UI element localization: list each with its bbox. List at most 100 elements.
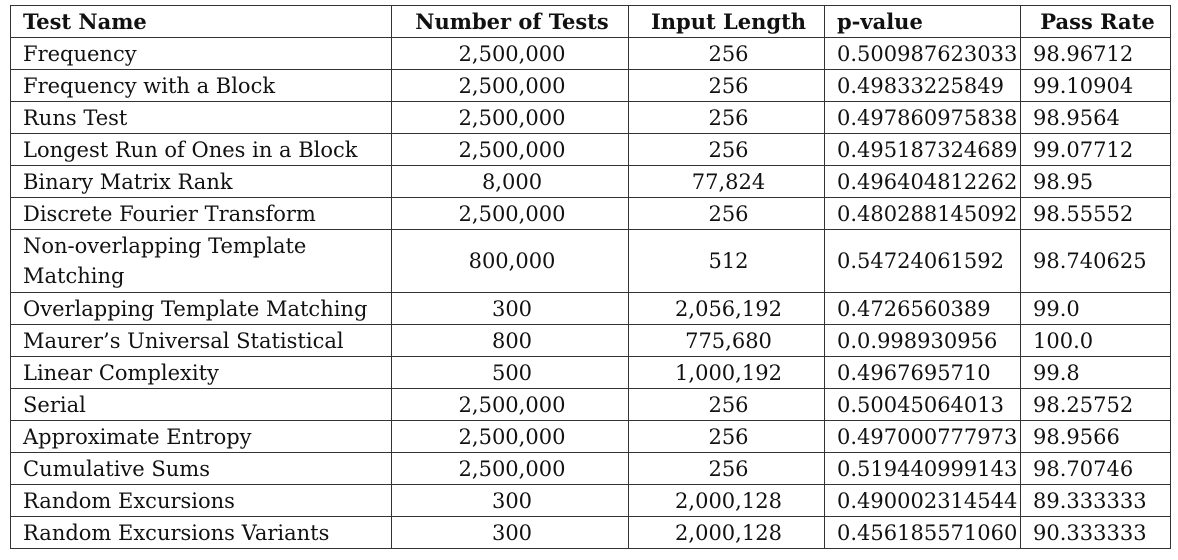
cell-number-of-tests: 800 [391,324,629,357]
cell-number-of-tests: 2,500,000 [391,101,629,134]
cell-input-length: 256 [628,420,825,453]
table-header: Test Name Number of Tests Input Length p… [10,5,1171,38]
header-pass-rate: Pass Rate [1020,5,1171,38]
header-p-value: p-value [824,5,1021,38]
cell-pass-rate: 99.10904 [1020,69,1171,102]
cell-p-value: 0.500987623033 [824,37,1021,70]
cell-test-name: Serial [10,388,392,421]
table-body: Frequency 2,500,000 256 0.500987623033 9… [10,37,1171,549]
cell-input-length: 256 [628,69,825,102]
cell-test-name: Random Excursions [10,484,392,517]
cell-test-name: Frequency with a Block [10,69,392,102]
cell-input-length: 2,056,192 [628,292,825,325]
cell-input-length: 512 [628,229,825,293]
cell-test-name: Maurer’s Universal Statistical [10,324,392,357]
cell-number-of-tests: 500 [391,356,629,389]
cell-test-name: Approximate Entropy [10,420,392,453]
cell-pass-rate: 99.8 [1020,356,1171,389]
cell-pass-rate: 98.95 [1020,165,1171,198]
header-number-of-tests: Number of Tests [391,5,629,38]
cell-p-value: 0.0.998930956 [824,324,1021,357]
table-row: Maurer’s Universal Statistical 800 775,6… [10,324,1171,357]
cell-number-of-tests: 800,000 [391,229,629,293]
cell-input-length: 1,000,192 [628,356,825,389]
cell-number-of-tests: 300 [391,516,629,549]
header-input-length: Input Length [628,5,825,38]
cell-pass-rate: 99.07712 [1020,133,1171,166]
table-row: Cumulative Sums 2,500,000 256 0.51944099… [10,452,1171,485]
cell-test-name: Frequency [10,37,392,70]
table-row: Overlapping Template Matching 300 2,056,… [10,292,1171,325]
cell-p-value: 0.54724061592 [824,229,1021,293]
cell-p-value: 0.480288145092 [824,197,1021,230]
table-row: Discrete Fourier Transform 2,500,000 256… [10,197,1171,230]
cell-p-value: 0.49833225849 [824,69,1021,102]
cell-p-value: 0.4726560389 [824,292,1021,325]
cell-p-value: 0.496404812262 [824,165,1021,198]
cell-input-length: 2,000,128 [628,484,825,517]
cell-pass-rate: 89.333333 [1020,484,1171,517]
table-row: Linear Complexity 500 1,000,192 0.496769… [10,356,1171,389]
cell-input-length: 256 [628,133,825,166]
cell-input-length: 256 [628,37,825,70]
table-row: Non-overlapping Template Matching 800,00… [10,229,1171,293]
cell-p-value: 0.519440999143 [824,452,1021,485]
cell-test-name: Linear Complexity [10,356,392,389]
header-test-name: Test Name [10,5,392,38]
cell-test-name: Cumulative Sums [10,452,392,485]
table-row: Longest Run of Ones in a Block 2,500,000… [10,133,1171,166]
cell-test-name: Longest Run of Ones in a Block [10,133,392,166]
cell-input-length: 256 [628,101,825,134]
cell-input-length: 256 [628,197,825,230]
cell-pass-rate: 98.9566 [1020,420,1171,453]
table-row: Runs Test 2,500,000 256 0.497860975838 9… [10,101,1171,134]
cell-pass-rate: 98.25752 [1020,388,1171,421]
cell-pass-rate: 98.96712 [1020,37,1171,70]
cell-pass-rate: 99.0 [1020,292,1171,325]
cell-pass-rate: 100.0 [1020,324,1171,357]
cell-input-length: 2,000,128 [628,516,825,549]
cell-number-of-tests: 2,500,000 [391,133,629,166]
cell-test-name: Non-overlapping Template Matching [10,229,392,293]
table-row: Binary Matrix Rank 8,000 77,824 0.496404… [10,165,1171,198]
table-row: Frequency 2,500,000 256 0.500987623033 9… [10,37,1171,70]
cell-number-of-tests: 2,500,000 [391,69,629,102]
cell-p-value: 0.497860975838 [824,101,1021,134]
cell-pass-rate: 98.55552 [1020,197,1171,230]
cell-number-of-tests: 2,500,000 [391,452,629,485]
cell-test-name: Overlapping Template Matching [10,292,392,325]
cell-input-length: 775,680 [628,324,825,357]
header-row: Test Name Number of Tests Input Length p… [10,5,1171,38]
cell-test-name: Binary Matrix Rank [10,165,392,198]
cell-p-value: 0.50045064013 [824,388,1021,421]
cell-number-of-tests: 2,500,000 [391,37,629,70]
cell-number-of-tests: 8,000 [391,165,629,198]
cell-number-of-tests: 300 [391,484,629,517]
cell-input-length: 256 [628,388,825,421]
cell-test-name: Random Excursions Variants [10,516,392,549]
cell-p-value: 0.4967695710 [824,356,1021,389]
cell-p-value: 0.490002314544 [824,484,1021,517]
cell-number-of-tests: 2,500,000 [391,388,629,421]
cell-number-of-tests: 2,500,000 [391,197,629,230]
cell-pass-rate: 98.70746 [1020,452,1171,485]
table-row: Serial 2,500,000 256 0.50045064013 98.25… [10,388,1171,421]
cell-pass-rate: 98.740625 [1020,229,1171,293]
cell-test-name: Discrete Fourier Transform [10,197,392,230]
cell-input-length: 77,824 [628,165,825,198]
cell-p-value: 0.495187324689 [824,133,1021,166]
cell-test-name: Runs Test [10,101,392,134]
cell-number-of-tests: 300 [391,292,629,325]
nist-test-results-table: Test Name Number of Tests Input Length p… [10,5,1171,549]
table-row: Random Excursions 300 2,000,128 0.490002… [10,484,1171,517]
cell-pass-rate: 98.9564 [1020,101,1171,134]
results-table-container: Test Name Number of Tests Input Length p… [10,5,1171,549]
cell-number-of-tests: 2,500,000 [391,420,629,453]
cell-p-value: 0.497000777973 [824,420,1021,453]
table-row: Frequency with a Block 2,500,000 256 0.4… [10,69,1171,102]
cell-input-length: 256 [628,452,825,485]
cell-p-value: 0.456185571060 [824,516,1021,549]
table-row: Approximate Entropy 2,500,000 256 0.4970… [10,420,1171,453]
table-row: Random Excursions Variants 300 2,000,128… [10,516,1171,549]
cell-pass-rate: 90.333333 [1020,516,1171,549]
